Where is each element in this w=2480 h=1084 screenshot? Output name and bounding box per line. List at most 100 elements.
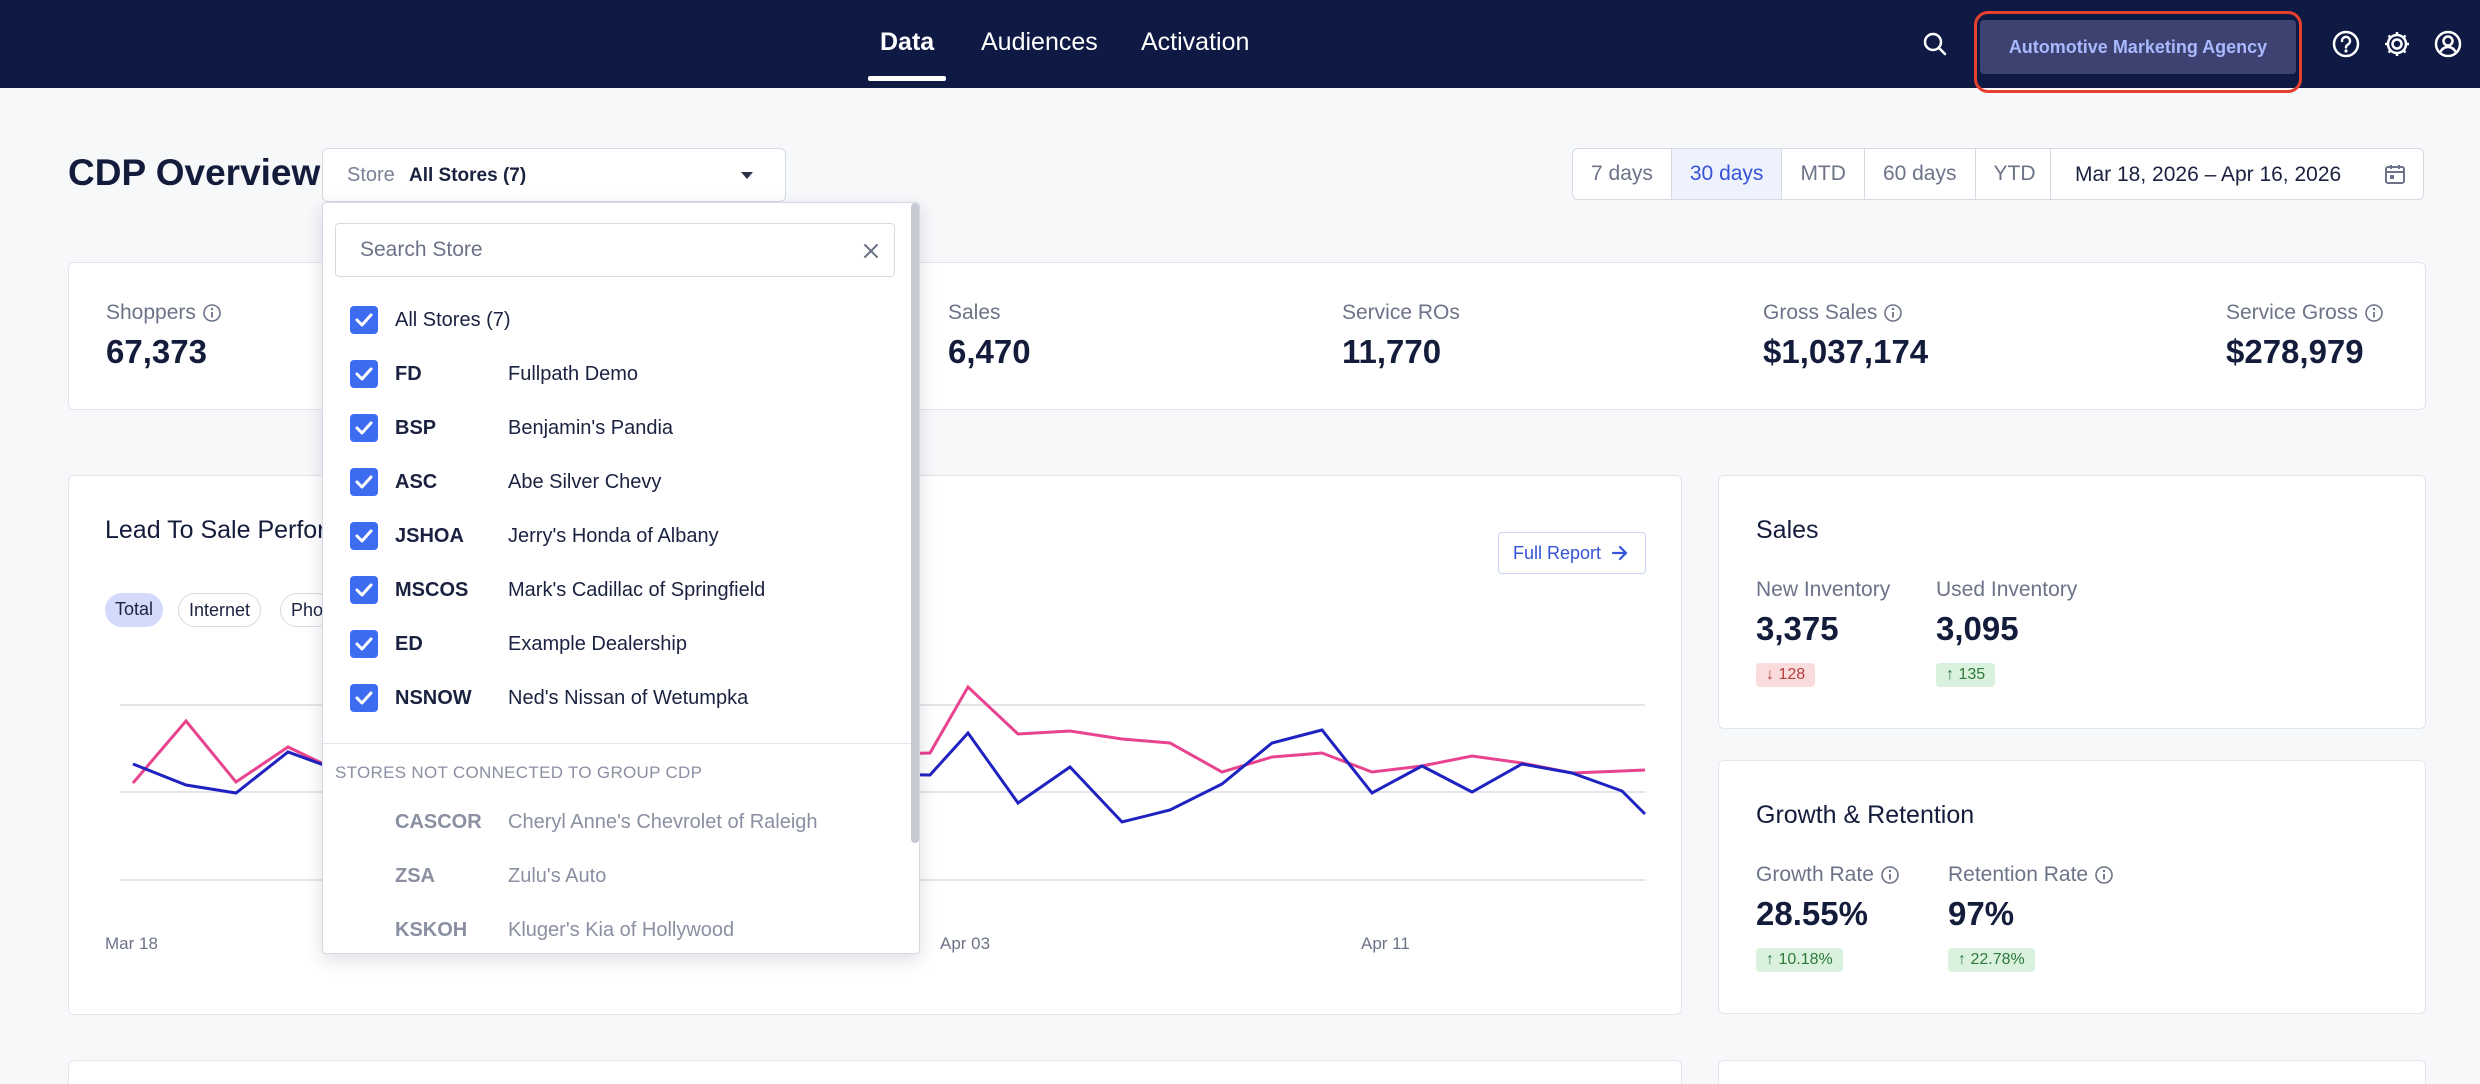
tab-data[interactable]: Data — [880, 28, 935, 56]
series-line-navy — [132, 728, 1647, 824]
bottom-card-right — [1718, 1060, 2426, 1084]
store-name: Fullpath Demo — [508, 363, 639, 385]
store-option-label: All Stores (7) — [395, 309, 511, 331]
info-icon[interactable] — [1883, 303, 1903, 323]
growth-rate-value: 28.55% — [1756, 895, 1868, 932]
x-axis-tick: Mar 18 — [105, 934, 158, 953]
store-code: FD — [395, 363, 422, 385]
store-name: Jerry's Honda of Albany — [508, 525, 719, 547]
page-title: CDP Overview — [68, 152, 321, 193]
info-icon[interactable] — [202, 303, 222, 323]
store-dropdown-menu: All Stores (7) FD Fullpath Demo BSP Benj… — [322, 202, 920, 954]
store-name: Ned's Nissan of Wetumpka — [508, 687, 749, 709]
store-option[interactable]: ED Example Dealership — [323, 619, 913, 669]
help-icon[interactable] — [2331, 29, 2361, 59]
store-option[interactable]: BSP Benjamin's Pandia — [323, 403, 913, 453]
range-7-days-button[interactable]: 7 days — [1573, 149, 1672, 199]
retention-rate-delta-badge: ↑ 22.78% — [1948, 948, 2035, 972]
store-select-value: All Stores (7) — [409, 165, 527, 186]
store-option-disconnected: CASCOR Cheryl Anne's Chevrolet of Raleig… — [323, 797, 913, 847]
store-name: Kluger's Kia of Hollywood — [508, 919, 735, 941]
info-icon[interactable] — [2364, 303, 2384, 323]
store-select[interactable]: Store All Stores (7) — [322, 148, 786, 202]
filter-pill-total[interactable]: Total — [105, 593, 164, 627]
user-icon[interactable] — [2433, 29, 2463, 59]
full-report-label: Full Report — [1513, 543, 1602, 563]
new-inventory-label: New Inventory — [1756, 578, 1891, 601]
checkbox-checked-icon[interactable] — [350, 630, 378, 658]
range-ytd-button[interactable]: YTD — [1993, 162, 2036, 185]
close-icon[interactable] — [860, 240, 882, 262]
retention-rate-value: 97% — [1948, 895, 2015, 932]
x-axis-tick: Apr 11 — [1361, 934, 1410, 953]
full-report-button[interactable]: Full Report — [1498, 532, 1646, 574]
checkbox-checked-icon[interactable] — [350, 306, 378, 334]
store-option[interactable]: FD Fullpath Demo — [323, 349, 913, 399]
series-line-pink — [131, 684, 1646, 785]
info-icon[interactable] — [2094, 865, 2114, 885]
store-name: Zulu's Auto — [508, 865, 607, 887]
store-code: CASCOR — [395, 811, 482, 833]
sales-card-title: Sales — [1756, 516, 1819, 544]
kpi-service-ros-label: Service ROs — [1342, 301, 1460, 324]
range-mtd-button[interactable]: MTD — [1782, 149, 1865, 199]
date-range-value: Mar 18, 2026 – Apr 16, 2026 — [2075, 163, 2342, 186]
bottom-card-left — [68, 1060, 1682, 1084]
store-option-all[interactable]: All Stores (7) — [323, 295, 913, 345]
lead-to-sale-title: Lead To Sale Perfor — [105, 516, 326, 544]
checkbox-checked-icon[interactable] — [350, 360, 378, 388]
store-code: ED — [395, 633, 423, 655]
growth-retention-title: Growth & Retention — [1756, 801, 1975, 829]
store-option[interactable]: NSNOW Ned's Nissan of Wetumpka — [323, 673, 913, 723]
tab-activation[interactable]: Activation — [1141, 28, 1250, 56]
filter-pill-internet[interactable]: Internet — [178, 593, 262, 627]
store-code: BSP — [395, 417, 437, 439]
kpi-service-gross-value: $278,979 — [2226, 333, 2364, 370]
dropdown-scrollbar[interactable] — [911, 203, 919, 843]
checkbox-checked-icon[interactable] — [350, 414, 378, 442]
x-axis-tick: Apr 03 — [940, 934, 991, 953]
range-60-days-button[interactable]: 60 days — [1865, 149, 1976, 199]
store-option[interactable]: MSCOS Mark's Cadillac of Springfield — [323, 565, 913, 615]
store-code: ZSA — [395, 865, 435, 887]
date-range-presets: 7 days 30 days MTD 60 days YTD — [1572, 148, 2055, 200]
checkbox-checked-icon[interactable] — [350, 684, 378, 712]
arrow-right-icon — [1611, 545, 1628, 561]
store-name: Mark's Cadillac of Springfield — [508, 579, 766, 601]
search-icon[interactable] — [1920, 29, 1950, 59]
tab-audiences[interactable]: Audiences — [981, 28, 1098, 56]
store-search-input[interactable] — [336, 224, 894, 276]
checkbox-checked-icon[interactable] — [350, 468, 378, 496]
store-code: NSNOW — [395, 687, 472, 709]
range-30-days-button[interactable]: 30 days — [1671, 149, 1783, 199]
top-navigation: Data Audiences Activation Automotive Mar… — [0, 0, 2480, 93]
growth-rate-label: Growth Rate — [1756, 863, 1900, 887]
calendar-icon — [2385, 165, 2405, 184]
checkbox-checked-icon[interactable] — [350, 522, 378, 550]
kpi-shoppers-label: Shoppers — [106, 301, 222, 325]
growth-rate-delta-badge: ↑ 10.18% — [1756, 948, 1843, 972]
store-search-box — [335, 223, 895, 277]
new-inventory-delta-badge: ↓ 128 — [1756, 663, 1816, 687]
disconnected-section-header: STORES NOT CONNECTED TO GROUP CDP — [335, 763, 703, 782]
info-icon[interactable] — [1880, 865, 1900, 885]
agency-switcher-button[interactable]: Automotive Marketing Agency — [1980, 20, 2296, 74]
store-name: Abe Silver Chevy — [508, 471, 662, 493]
kpi-gross-sales-label: Gross Sales — [1763, 301, 1903, 325]
growth-retention-card: Growth & Retention Growth Rate 28.55% ↑ … — [1718, 760, 2426, 1014]
new-inventory-value: 3,375 — [1756, 610, 1839, 647]
gear-icon[interactable] — [2382, 29, 2412, 59]
nav-tabs: Data Audiences Activation — [0, 0, 2480, 88]
store-option[interactable]: ASC Abe Silver Chevy — [323, 457, 913, 507]
kpi-shoppers-value: 67,373 — [106, 333, 207, 370]
store-name: Example Dealership — [508, 633, 687, 655]
date-range-picker[interactable]: Mar 18, 2026 – Apr 16, 2026 — [2050, 148, 2424, 200]
store-option[interactable]: JSHOA Jerry's Honda of Albany — [323, 511, 913, 561]
kpi-gross-sales-value: $1,037,174 — [1763, 333, 1929, 370]
store-code: JSHOA — [395, 525, 464, 547]
kpi-sales-label: Sales — [948, 301, 1001, 324]
used-inventory-delta-badge: ↑ 135 — [1936, 663, 1996, 687]
store-code: MSCOS — [395, 579, 469, 601]
active-tab-indicator — [868, 76, 946, 81]
checkbox-checked-icon[interactable] — [350, 576, 378, 604]
